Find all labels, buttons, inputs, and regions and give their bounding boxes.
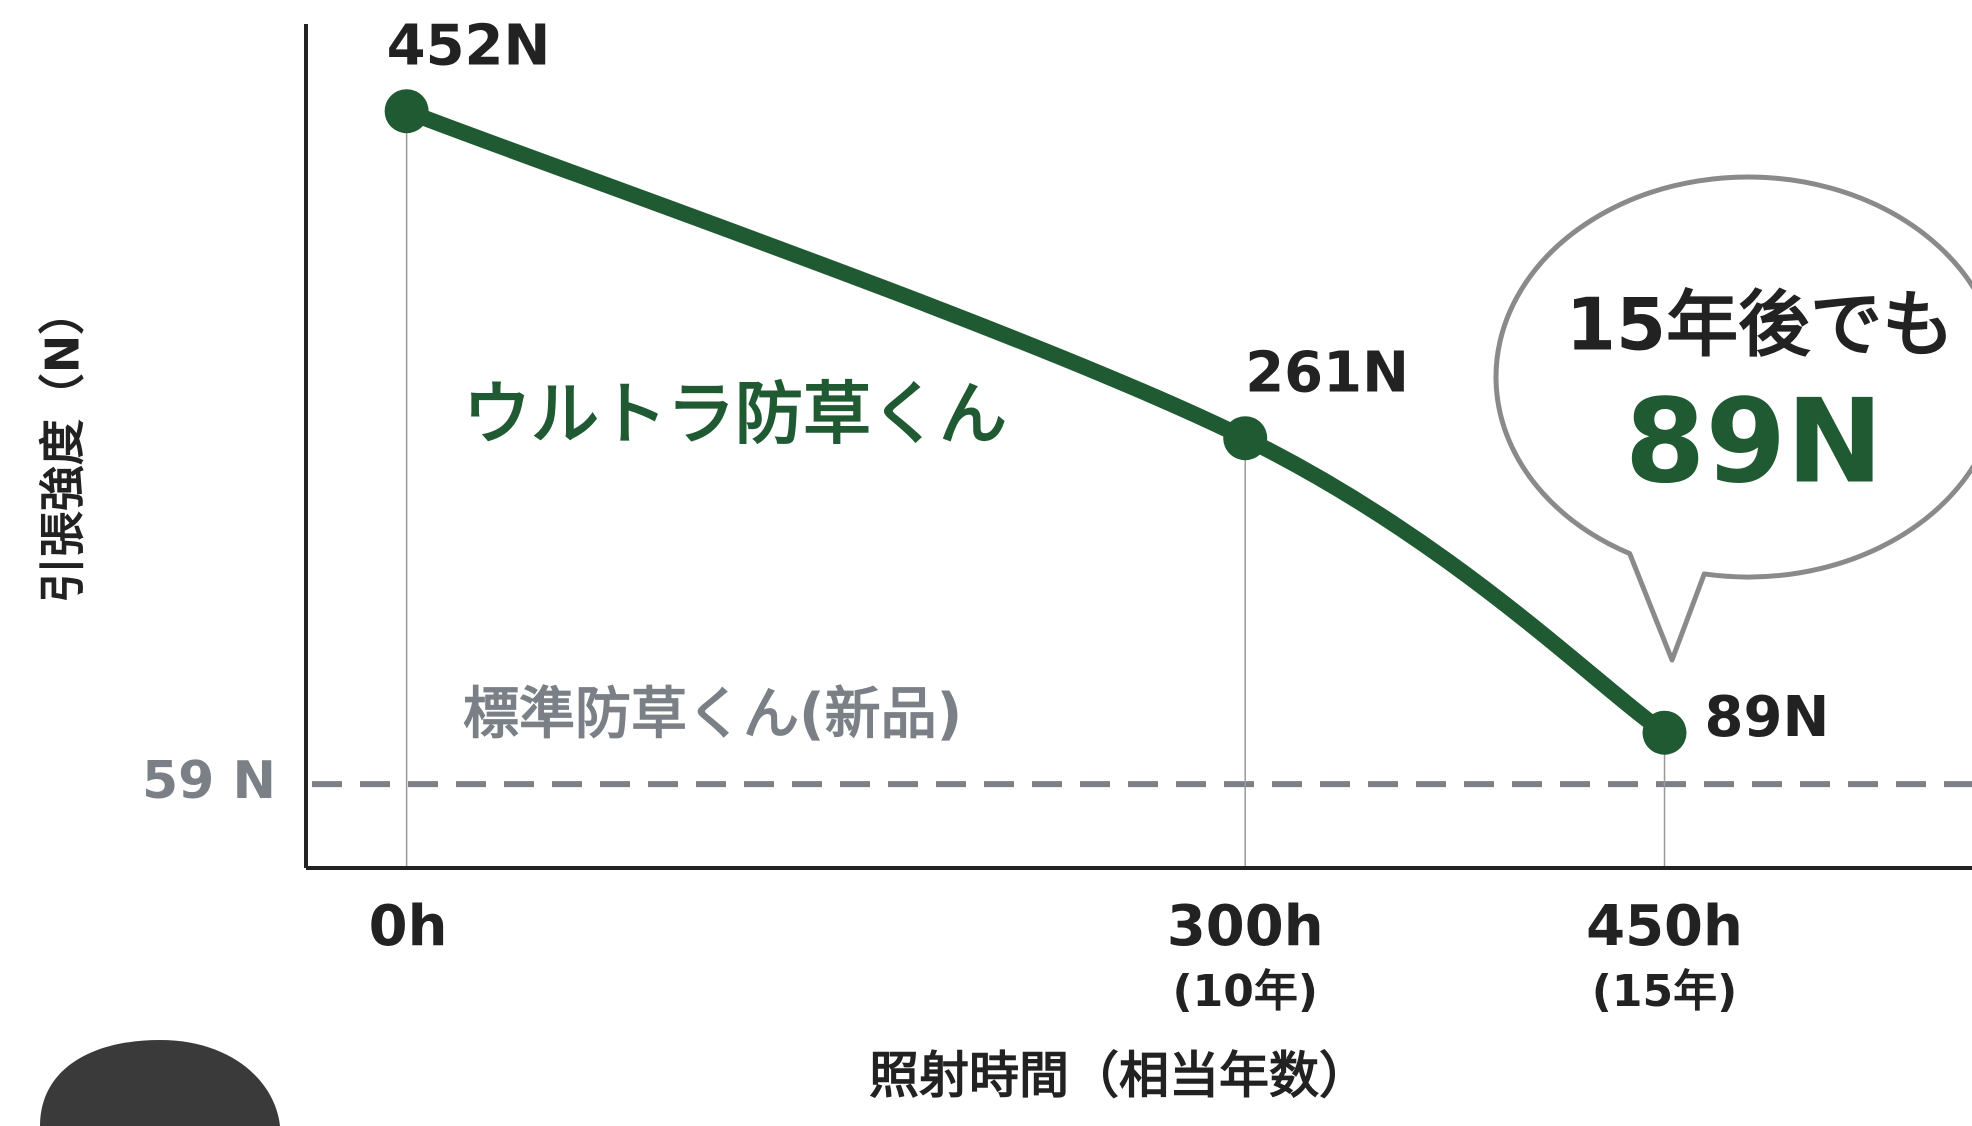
data-point <box>1223 416 1268 461</box>
x-axis-title: 照射時間（相当年数） <box>869 1047 1369 1105</box>
reference-label: 標準防草くん(新品) <box>463 682 962 747</box>
x-tick-label: 0h <box>369 894 448 959</box>
data-label: 452N <box>387 13 551 78</box>
data-label: 261N <box>1245 340 1409 405</box>
series-label: ウルトラ防草くん <box>463 376 1007 455</box>
annotation-highlight: 89N <box>1625 375 1884 510</box>
y-axis-title: 引張強度（N） <box>36 289 90 604</box>
data-point <box>1642 710 1687 755</box>
x-tick-sublabel: (10年) <box>1172 966 1317 1017</box>
data-point <box>384 89 429 134</box>
reference-tick-label: 59 N <box>142 751 276 811</box>
speech-bubble <box>1493 174 1972 663</box>
x-tick-label: 300h <box>1167 894 1324 959</box>
x-tick-sublabel: (15年) <box>1592 966 1737 1017</box>
x-tick-label: 450h <box>1586 894 1743 959</box>
data-label: 89N <box>1705 685 1830 750</box>
series-line <box>398 103 1673 741</box>
mascot-decoration <box>40 1040 280 1126</box>
annotation-text: 15年後でも <box>1566 283 1954 367</box>
